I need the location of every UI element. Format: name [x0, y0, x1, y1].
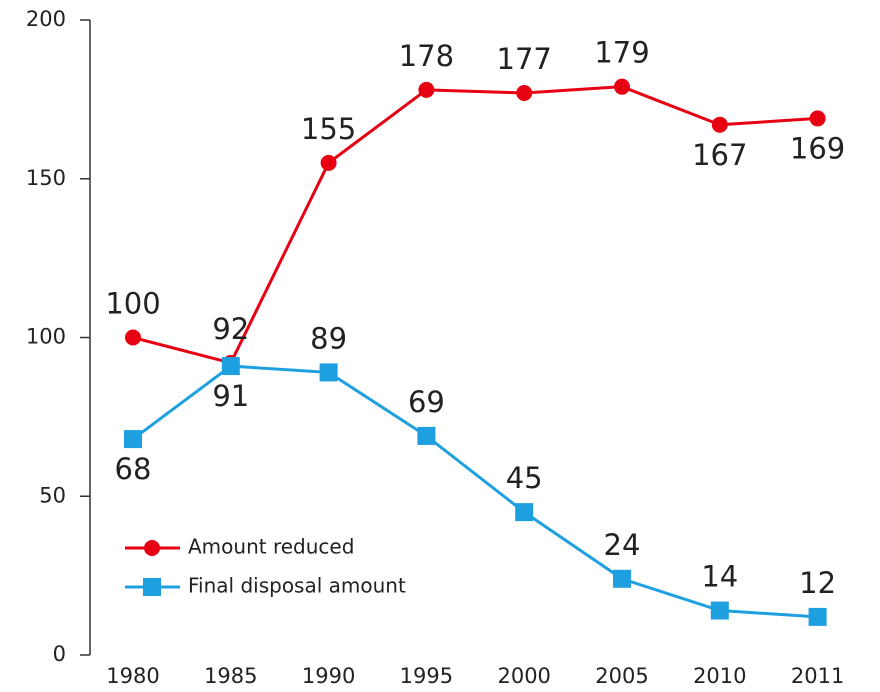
- point: [614, 78, 630, 95]
- data-label: 179: [594, 36, 649, 70]
- data-label: 91: [212, 379, 249, 413]
- x-tick-label: 2000: [497, 664, 550, 688]
- y-tick-label: 0: [53, 642, 66, 666]
- point: [319, 363, 338, 382]
- data-label: 178: [399, 39, 454, 73]
- data-label: 177: [497, 42, 552, 76]
- data-label: 68: [115, 452, 152, 486]
- point: [710, 601, 729, 620]
- data-label: 69: [408, 385, 445, 419]
- x-tick-label: 1980: [106, 664, 159, 688]
- point: [515, 503, 534, 522]
- series-line: [132, 85, 818, 365]
- series-line: [132, 364, 818, 619]
- x-tick-label: 1985: [204, 664, 257, 688]
- data-label: 167: [692, 138, 747, 172]
- point: [417, 426, 436, 445]
- data-label: 14: [701, 560, 738, 594]
- y-tick-label: 150: [26, 166, 66, 190]
- legend-marker: [143, 578, 161, 596]
- x-tick-label: 1990: [302, 664, 355, 688]
- point: [320, 154, 337, 171]
- point: [221, 357, 240, 376]
- legend-marker: [144, 540, 160, 556]
- data-label: 92: [212, 312, 249, 346]
- point: [809, 110, 826, 127]
- y-tick-label: 200: [26, 7, 66, 31]
- point: [124, 430, 142, 449]
- point: [125, 329, 141, 346]
- x-tick-label: 1995: [400, 664, 453, 688]
- x-tick-label: 2011: [791, 664, 844, 688]
- data-label: 155: [301, 112, 356, 146]
- x-tick-label: 2010: [693, 664, 746, 688]
- data-label: 89: [310, 321, 347, 355]
- y-tick-label: 100: [26, 325, 66, 349]
- point: [516, 85, 533, 102]
- data-label: 12: [799, 566, 836, 600]
- point: [418, 81, 435, 98]
- data-label: 24: [604, 528, 641, 562]
- point: [711, 116, 728, 133]
- x-tick-label: 2005: [595, 664, 648, 688]
- legend-label: Amount reduced: [188, 535, 354, 559]
- y-tick-label: 50: [39, 483, 66, 507]
- data-label: 100: [105, 287, 160, 321]
- data-label: 169: [790, 131, 845, 165]
- point: [613, 569, 631, 588]
- data-label: 45: [506, 461, 543, 495]
- point: [808, 607, 827, 626]
- legend-label: Final disposal amount: [188, 574, 406, 598]
